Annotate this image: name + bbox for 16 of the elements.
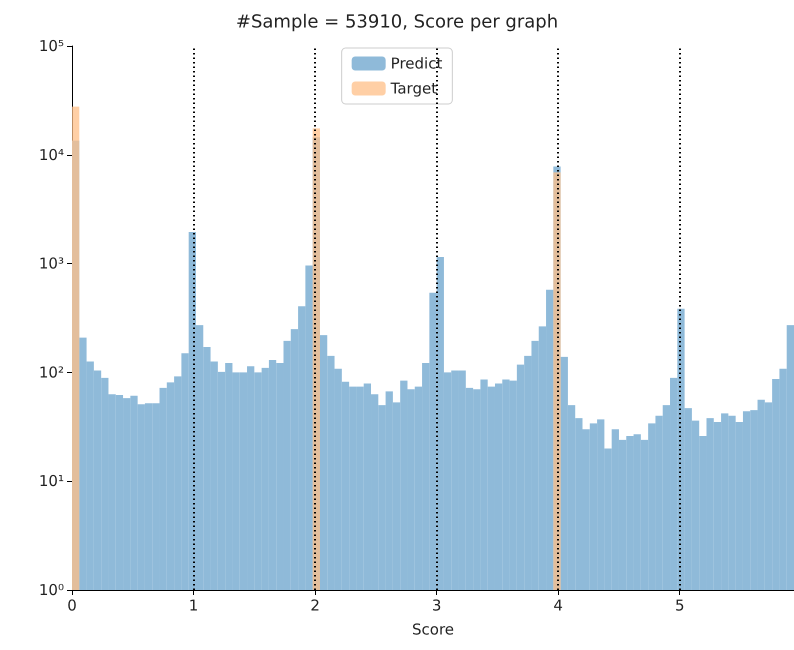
y-tick-label: 10¹ — [38, 472, 64, 490]
y-tick-label: 10² — [38, 363, 64, 382]
x-tick-label: 5 — [674, 596, 685, 614]
y-tick-label: 10⁵ — [38, 37, 64, 55]
x-tick-label: 0 — [67, 596, 77, 614]
y-tick-label: 10³ — [38, 254, 64, 273]
y-tick-label: 10⁰ — [38, 581, 64, 599]
legend-label: Target — [390, 80, 438, 98]
x-tick-label: 3 — [432, 596, 442, 614]
chart-title: #Sample = 53910, Score per graph — [236, 12, 558, 32]
x-axis-title: Score — [412, 620, 454, 638]
x-tick-label: 2 — [310, 596, 320, 614]
legend-label: Predict — [390, 54, 442, 72]
y-tick-label: 10⁴ — [38, 146, 64, 164]
x-tick-label: 4 — [553, 596, 563, 614]
x-tick-label: 1 — [188, 596, 198, 614]
